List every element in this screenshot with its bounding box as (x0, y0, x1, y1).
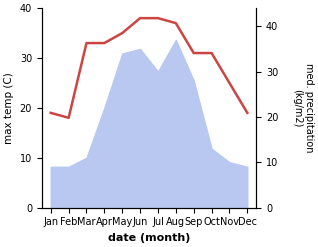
Y-axis label: max temp (C): max temp (C) (4, 72, 14, 144)
X-axis label: date (month): date (month) (108, 233, 190, 243)
Y-axis label: med. precipitation
(kg/m2): med. precipitation (kg/m2) (292, 63, 314, 153)
